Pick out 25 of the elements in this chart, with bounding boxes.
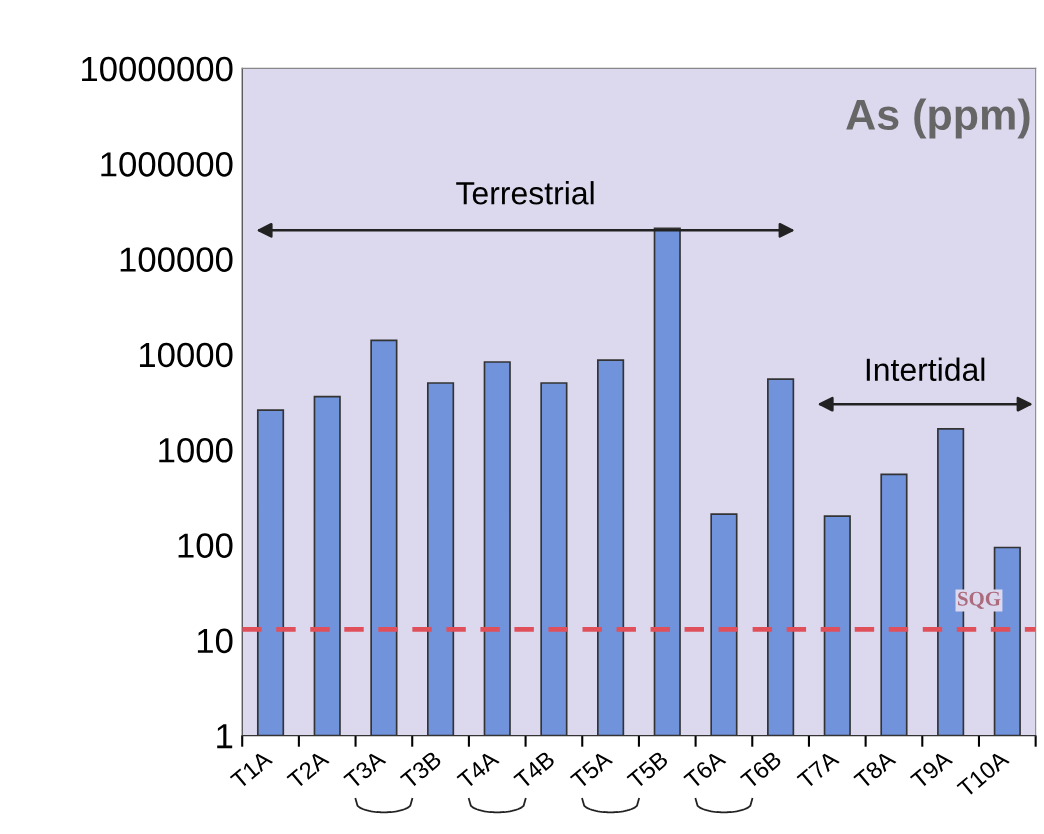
x-tick-label: T2A: [286, 749, 330, 790]
x-tick-label: T9A: [909, 749, 954, 790]
x-tick-label: T6A: [683, 749, 727, 790]
x-tick-label: T1A: [229, 749, 274, 790]
y-tick-label: 10: [197, 628, 233, 654]
y-tick-label: 1: [217, 724, 233, 749]
x-tick-label: T5B: [626, 750, 669, 790]
x-tick-label: T5A: [569, 749, 614, 790]
x-tick-label: T4A: [456, 749, 500, 790]
y-tick-label: 100000: [120, 247, 233, 272]
text: As (ppm): [846, 98, 1030, 139]
x-tick-label: T8A: [853, 749, 897, 790]
annotation: Terrestrial: [456, 181, 594, 205]
x-tick-label: T6B: [739, 750, 783, 790]
y-tick-label: 1000: [159, 437, 233, 463]
ref-line-label: SQG: [958, 591, 1001, 609]
y-tick-label: 1000000: [101, 152, 233, 177]
annotation: Intertidal: [866, 357, 985, 382]
y-tick-label: 10000: [139, 342, 233, 368]
x-tick-label: T3A: [343, 749, 387, 790]
x-tick-label: T7A: [796, 749, 840, 790]
x-tick-label: T4B: [513, 750, 556, 790]
y-tick-label: 100: [178, 533, 233, 558]
x-tick-label: T3B: [399, 750, 443, 790]
y-tick-label: 10000000: [82, 56, 233, 82]
